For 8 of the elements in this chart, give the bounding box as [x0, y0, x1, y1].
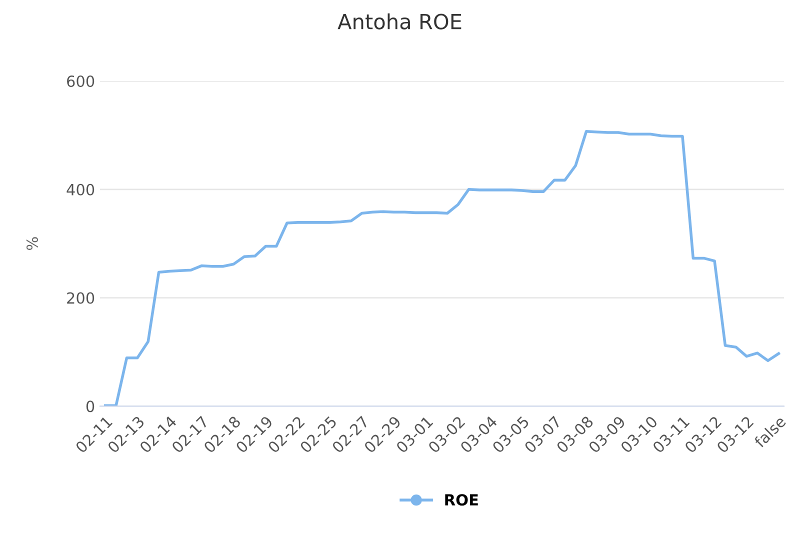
chart-title: Antoha ROE [338, 13, 462, 30]
y-tick-label: 0 [86, 400, 94, 412]
line-series [104, 130, 780, 406]
y-tick-label: 600 [67, 75, 94, 88]
y-tick-label: 200 [67, 292, 94, 304]
y-axis-title: % [26, 237, 38, 250]
legend-label: ROE [445, 494, 478, 506]
y-tick-label: 400 [66, 184, 94, 196]
